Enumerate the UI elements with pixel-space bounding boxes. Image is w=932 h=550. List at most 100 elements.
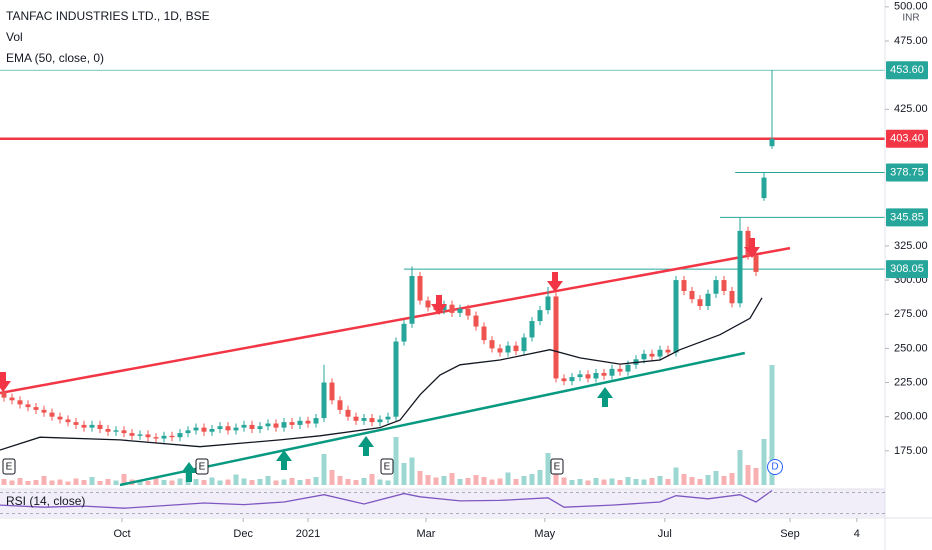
candle-body — [137, 434, 143, 436]
candle-body — [761, 177, 767, 199]
candle-body — [225, 426, 231, 431]
volume-bar — [73, 478, 79, 485]
volume-bar — [457, 479, 463, 485]
candle-body — [89, 424, 95, 428]
candle-body — [481, 326, 487, 341]
volume-bar — [673, 467, 679, 485]
candle-body — [617, 368, 623, 372]
candle-body — [217, 426, 223, 429]
candle-body — [273, 423, 279, 428]
overlay: 500.00475.00425.00325.00300.00275.00250.… — [0, 1, 928, 540]
volume-bar — [145, 481, 151, 485]
candle-body — [377, 419, 383, 423]
earnings-marker[interactable] — [380, 458, 394, 475]
candle-body — [185, 430, 191, 434]
candle-body — [41, 409, 47, 413]
price-tag — [886, 129, 928, 148]
candle-body — [529, 321, 535, 338]
candle-body — [753, 255, 759, 272]
ema-line — [0, 297, 763, 451]
volume-legend: Vol — [6, 30, 23, 44]
candle-body — [105, 428, 111, 432]
volume-bar — [761, 439, 767, 485]
candle-body — [561, 378, 567, 382]
candle-body — [729, 291, 735, 304]
candle-body — [505, 345, 511, 353]
volume-bar — [217, 480, 223, 485]
earnings-marker[interactable] — [550, 458, 564, 475]
candle-body — [177, 433, 183, 438]
rsi-legend: RSI (14, close) — [6, 494, 85, 508]
volume-bar — [705, 475, 711, 485]
volume-bar — [265, 476, 271, 485]
volume-bar — [321, 454, 327, 485]
price-tag — [886, 208, 928, 227]
candle-body — [169, 435, 175, 438]
event-markers: E E E E D — [2, 458, 783, 475]
candle-body — [121, 430, 127, 434]
volume-bar — [393, 437, 399, 485]
candle-body — [337, 400, 343, 410]
volume-bar — [313, 477, 319, 485]
volume-bar — [513, 479, 519, 485]
volume-bar — [177, 478, 183, 485]
y-tick-label: 325.00 — [894, 240, 928, 252]
candle-body — [569, 377, 575, 382]
candle-body — [489, 340, 495, 349]
volume-bar — [33, 480, 39, 485]
price-tag-label: 345.85 — [890, 211, 924, 223]
y-tick-label: 500.00 — [894, 1, 928, 13]
volume-bar — [353, 480, 359, 485]
x-tick-label: 2021 — [296, 528, 320, 540]
volume-bar — [1, 479, 7, 485]
candle-body — [33, 407, 39, 410]
volume-bar — [769, 365, 775, 485]
candle-body — [625, 364, 631, 372]
buy-arrow — [358, 436, 374, 456]
chart-title: TANFAC INDUSTRIES LTD., 1D, BSE — [6, 9, 210, 23]
volume-bar — [193, 479, 199, 485]
candle-body — [577, 374, 583, 378]
rsi-line — [0, 489, 773, 509]
volume-bar — [329, 470, 335, 485]
volume-bar — [417, 471, 423, 485]
price-tag-label: 378.75 — [890, 166, 924, 178]
candle-body — [457, 308, 463, 313]
dividend-marker-text: D — [771, 462, 778, 473]
candle-body — [673, 280, 679, 353]
volume-bar — [737, 450, 743, 485]
y-tick-label: 200.00 — [894, 411, 928, 423]
volume-bar — [473, 475, 479, 485]
volume-bar — [161, 480, 167, 485]
earnings-marker-text: E — [384, 462, 391, 473]
y-tick-label: 475.00 — [894, 35, 928, 47]
candle-body — [81, 424, 87, 428]
volume-bar — [721, 476, 727, 485]
candle-body — [409, 275, 415, 324]
volume-bar — [369, 474, 375, 485]
candle-body — [465, 308, 471, 316]
volume-bar — [297, 480, 303, 485]
candle-body — [449, 304, 455, 313]
earnings-marker[interactable] — [195, 458, 209, 475]
candle-body — [369, 418, 375, 423]
candle-body — [473, 315, 479, 327]
volume-bar — [433, 477, 439, 485]
earnings-marker[interactable] — [2, 458, 16, 475]
candle-body — [57, 416, 63, 420]
volume-bar — [113, 480, 119, 485]
volume-bar — [169, 480, 175, 485]
candle-body — [393, 341, 399, 417]
volume-bar — [569, 480, 575, 485]
volume-bar — [681, 474, 687, 485]
x-tick-label: 4 — [854, 528, 860, 540]
candle-body — [737, 230, 743, 304]
volume-bar — [209, 477, 215, 485]
volume-bar — [641, 479, 647, 485]
candle-body — [497, 348, 503, 353]
volume-bar — [425, 475, 431, 485]
dividend-marker[interactable] — [767, 459, 783, 475]
x-tick-label: Sep — [780, 528, 800, 540]
volume-bar — [89, 477, 95, 485]
volume-bar — [385, 480, 391, 485]
